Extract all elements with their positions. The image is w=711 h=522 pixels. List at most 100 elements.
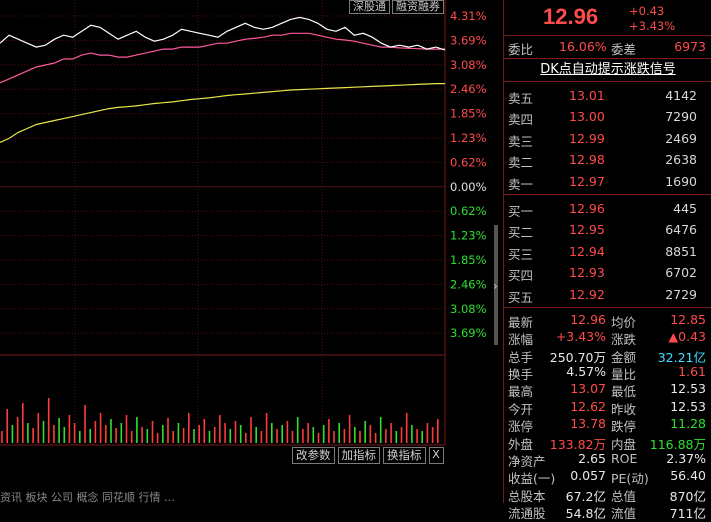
tab-margin-trading[interactable]: 融资融券 [392,0,444,14]
stat-label: 总股本 [508,488,546,504]
stat-row: 今开 12.62 昨收 12.53 [504,398,711,417]
bid-label: 买二 [508,225,534,241]
stat-label: 总手 [508,349,534,365]
stat-label: 换手 [508,367,534,383]
stat-row: 外盘 133.82万 内盘 116.88万 [504,433,711,452]
close-icon[interactable]: X [428,447,444,464]
bid-price: 12.93 [569,265,605,281]
ask-row[interactable]: 卖五 13.01 4142 [504,85,711,106]
bid-label: 买四 [508,268,534,284]
stat-value: 12.53 [670,398,706,414]
ask-label: 卖四 [508,112,534,128]
stat-label: 均价 [611,314,637,330]
stat-label: 净资产 [508,454,546,470]
ask-row[interactable]: 卖二 12.98 2638 [504,149,711,170]
bid-row[interactable]: 买五 12.92 2729 [504,284,711,305]
bid-label: 买三 [508,246,534,262]
ask-label: 卖一 [508,176,534,192]
bid-row[interactable]: 买三 12.94 8851 [504,241,711,262]
bid-price: 12.96 [569,200,605,216]
stats-table: 最新 12.96 均价 12.85 涨幅 +3.43% 涨跌 ▲0.43 总手 250.70万 金额… [504,308,711,522]
pct-tick-label: 1.23% [450,229,487,243]
stat-value: 4.57% [566,364,606,380]
stat-row: 净资产 2.65 ROE 2.37% [504,450,711,470]
chart-canvas: 4.31% 3.69% 3.08% 2.46% 1.85% 1.23% 0.62% 0.00%… [0,0,498,446]
price-line [0,16,446,51]
stat-row: 涨停 13.78 跌停 11.28 [504,415,711,434]
bid-volume: 6476 [665,222,697,238]
ask-price: 12.99 [569,130,605,146]
stat-label: 外盘 [508,436,534,452]
pct-tick-label: 0.62% [450,155,487,169]
stat-value: +3.43% [555,329,606,345]
avg-price-line [0,32,445,84]
bid-row[interactable]: 买二 12.95 6476 [504,219,711,240]
pct-tick-label: 1.23% [450,131,487,145]
tab-hk-connect[interactable]: 深股通 [349,0,390,14]
pct-tick-label: 0.62% [450,204,487,218]
ask-row[interactable]: 卖一 12.97 1690 [504,171,711,192]
pct-tick-label: 2.46% [450,82,487,96]
stat-value: 13.07 [570,381,606,397]
order-ratio-row: 委比 16.06% 委差 6973 [504,36,711,59]
pct-tick-label: 3.69% [450,326,487,340]
bid-row[interactable]: 买四 12.93 6702 [504,262,711,283]
stat-label: 涨跌 [611,332,637,348]
stat-label: 今开 [508,401,534,417]
stat-value: 54.8亿 [565,506,606,522]
stat-label: PE(动) [611,471,649,487]
price-change: +0.43 +3.43% [629,4,675,34]
stat-label: 最低 [611,384,637,400]
collapse-arrow-icon: › [493,279,498,293]
stat-value: 12.62 [570,398,606,414]
dk-signal-link[interactable]: DK点自动提示涨跌信号 [504,59,711,82]
bid-volume: 445 [673,200,697,216]
ask-row[interactable]: 卖四 13.00 7290 [504,106,711,127]
stat-label: 总值 [611,488,637,504]
stat-row: 涨幅 +3.43% 涨跌 ▲0.43 [504,328,711,348]
bid-volume: 2729 [665,286,697,302]
stat-value: 0.057 [570,468,606,484]
stat-value: 2.65 [578,451,606,467]
pct-tick-label: 3.08% [450,302,487,316]
pct-tick-label: 0.00% [450,180,487,194]
add-indicator-button[interactable]: 加指标 [337,447,380,464]
ask-volume: 2469 [665,130,697,146]
ask-price: 13.00 [569,109,605,125]
news-ticker[interactable]: 资讯 板块 公司 概念 同花顺 行情 … [0,491,175,503]
intraday-chart[interactable]: 4.31% 3.69% 3.08% 2.46% 1.85% 1.23% 0.62% 0.00%… [0,0,500,503]
ask-volume: 4142 [665,88,697,103]
bid-label: 买一 [508,203,534,219]
stat-value: 250.70万 [549,349,606,365]
stat-value: 13.78 [570,416,606,432]
stat-label: 涨幅 [508,332,534,348]
change-percent: +3.43% [629,19,676,33]
bid-row[interactable]: 买一 12.96 445 [504,198,711,219]
pct-tick-label: 3.08% [450,58,487,72]
wc-value: 6973 [674,39,706,54]
stat-row: 最高 13.07 最低 12.53 [504,380,711,400]
stat-value: 12.53 [670,381,706,397]
stat-label: 昨收 [611,401,637,417]
stat-row: 总股本 67.2亿 总值 870亿 [504,485,711,504]
stat-value: 870亿 [669,488,706,504]
edit-params-button[interactable]: 改参数 [292,447,335,464]
stat-label: 最高 [508,384,534,400]
switch-indicator-button[interactable]: 换指标 [383,447,426,464]
stat-label: 收益(一) [508,471,556,487]
bid-volume: 6702 [665,265,697,281]
ask-row[interactable]: 卖三 12.99 2469 [504,128,711,149]
stat-value: 133.82万 [549,436,606,452]
bid-volume: 8851 [665,243,697,259]
ask-label: 卖三 [508,133,534,149]
ask-volume: 1690 [665,173,697,189]
indicator-toolbar: 改参数 加指标 换指标 X [292,447,444,464]
stat-value: 2.37% [666,451,706,467]
stat-value: 67.2亿 [565,488,606,504]
wc-label: 委差 [611,42,637,57]
bid-book: 买一 12.96 445 买二 12.95 6476 买三 12.94 8851 买四 12.… [504,195,711,308]
wb-value: 16.06% [559,39,607,54]
ask-volume: 2638 [665,152,697,168]
stat-label: 内盘 [611,436,637,452]
bid-price: 12.95 [569,222,605,238]
